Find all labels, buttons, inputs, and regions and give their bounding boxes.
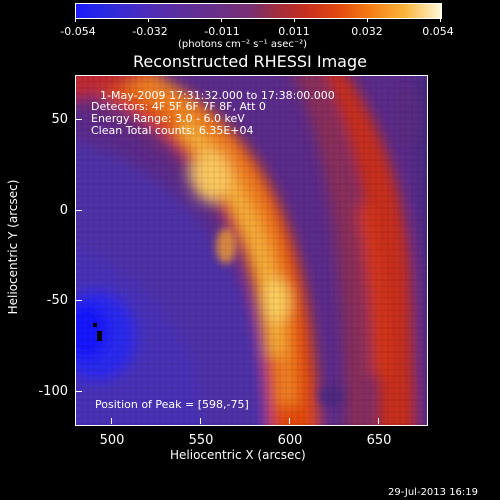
x-tick-label: 550 [188,433,214,448]
timestamp: 29-Jul-2013 16:19 [388,487,479,498]
colorbar-tick-label: 0.032 [351,25,383,38]
colorbar [75,3,442,19]
peak-position: Position of Peak = [598,-75] [95,398,249,411]
x-tick-label: 600 [277,433,303,448]
info-time-range: 1-May-2009 17:31:32.000 to 17:38:00.000 [100,89,335,102]
rhessi-image: 1-May-2009 17:31:32.000 to 17:38:00.000 … [75,75,428,426]
y-tick-label: 50 [51,112,68,127]
x-tick-mark [289,418,290,424]
y-tick-label: 0 [59,203,68,218]
info-detectors: Detectors: 4F 5F 6F 7F 8F, Att 0 [91,100,266,113]
colorbar-tick [75,18,76,22]
colorbar-tick-label: -0.011 [204,25,240,38]
colorbar-tick [294,18,295,22]
colorbar-tick [221,18,222,22]
y-tick-label: -50 [46,293,68,308]
colorbar-units: (photons cm⁻² s⁻¹ asec⁻²) [178,39,308,50]
rhessi-heatmap [76,76,427,425]
x-tick-label: 500 [99,433,125,448]
y-tick-mark [76,210,82,211]
info-energy-range: Energy Range: 3.0 - 6.0 keV [91,112,245,125]
colorbar-tick-label: 0.011 [278,25,310,38]
colorbar-tick [148,18,149,22]
x-axis-label: Heliocentric X (arcsec) [170,448,306,462]
x-tick-mark [378,418,379,424]
dark-pixel [93,323,97,327]
y-axis-label: Heliocentric Y (arcsec) [6,179,20,315]
y-tick-mark [76,391,82,392]
colorbar-tick [367,18,368,22]
x-tick-mark [111,418,112,424]
colorbar-tick-label: -0.032 [132,25,168,38]
y-tick-mark [76,300,82,301]
x-tick-label: 650 [366,433,392,448]
info-clean-counts: Clean Total counts: 6.35E+04 [91,124,254,137]
colorbar-tick-label: 0.054 [422,25,454,38]
y-tick-label: -100 [38,384,68,399]
x-tick-mark [200,418,201,424]
plot-title: Reconstructed RHESSI Image [133,52,367,71]
y-tick-mark [76,119,82,120]
colorbar-tick [440,18,441,22]
colorbar-tick-label: -0.054 [60,25,96,38]
dark-pixel [97,331,102,341]
